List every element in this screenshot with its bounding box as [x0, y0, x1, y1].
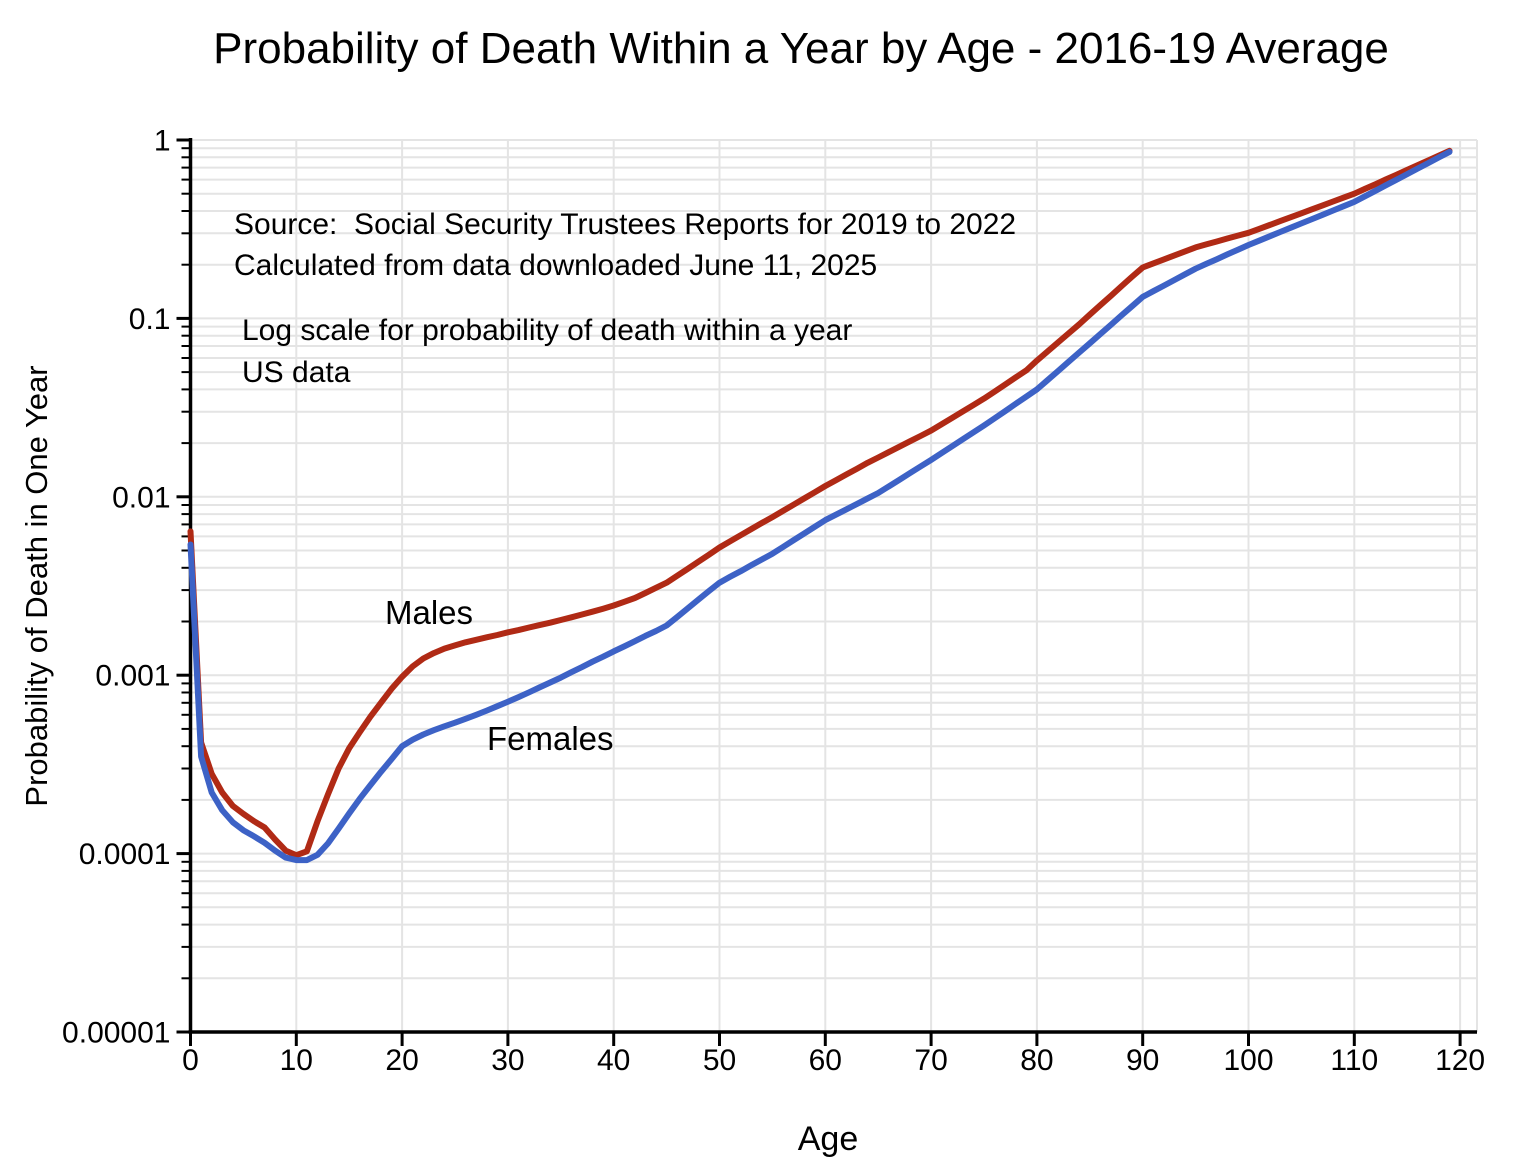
annotation-log-scale-note: Log scale for probability of death withi…	[242, 314, 853, 347]
x-tick-label: 0	[182, 1044, 199, 1077]
x-tick-label: 50	[703, 1044, 736, 1077]
y-tick-label: 0.001	[95, 660, 170, 693]
annotation-source-line1: Source: Social Security Trustees Reports…	[234, 208, 1017, 241]
x-tick-label: 80	[1020, 1044, 1053, 1077]
chart-title: Probability of Death Within a Year by Ag…	[213, 24, 1389, 73]
x-tick-label: 20	[385, 1044, 418, 1077]
males-curve	[187, 147, 1453, 859]
x-tick-label: 110	[1330, 1044, 1378, 1077]
y-tick-label: 0.0001	[79, 838, 171, 871]
x-tick-label: 40	[597, 1044, 630, 1077]
x-tick-label: 60	[809, 1044, 842, 1077]
x-tick-label: 10	[280, 1044, 313, 1077]
y-axis-title: Probability of Death in One Year	[19, 365, 54, 807]
x-axis-title: Age	[797, 1120, 859, 1158]
x-tick-label: 30	[491, 1044, 524, 1077]
x-tick-label: 90	[1126, 1044, 1159, 1077]
annotation-source-line2: Calculated from data downloaded June 11,…	[234, 249, 878, 282]
y-tick-label: 0.01	[112, 481, 170, 514]
y-tick-label: 0.00001	[62, 1017, 170, 1050]
females-series-label: Females	[487, 720, 614, 757]
males-series-label: Males	[385, 594, 474, 631]
x-tick-label: 120	[1435, 1044, 1485, 1077]
y-tick-label: 1	[154, 125, 171, 158]
x-tick-label: 70	[914, 1044, 947, 1077]
annotation-us-data-note: US data	[242, 356, 351, 389]
females-curve	[187, 148, 1453, 864]
x-tick-label: 100	[1223, 1044, 1273, 1077]
y-tick-label: 0.1	[129, 303, 171, 336]
